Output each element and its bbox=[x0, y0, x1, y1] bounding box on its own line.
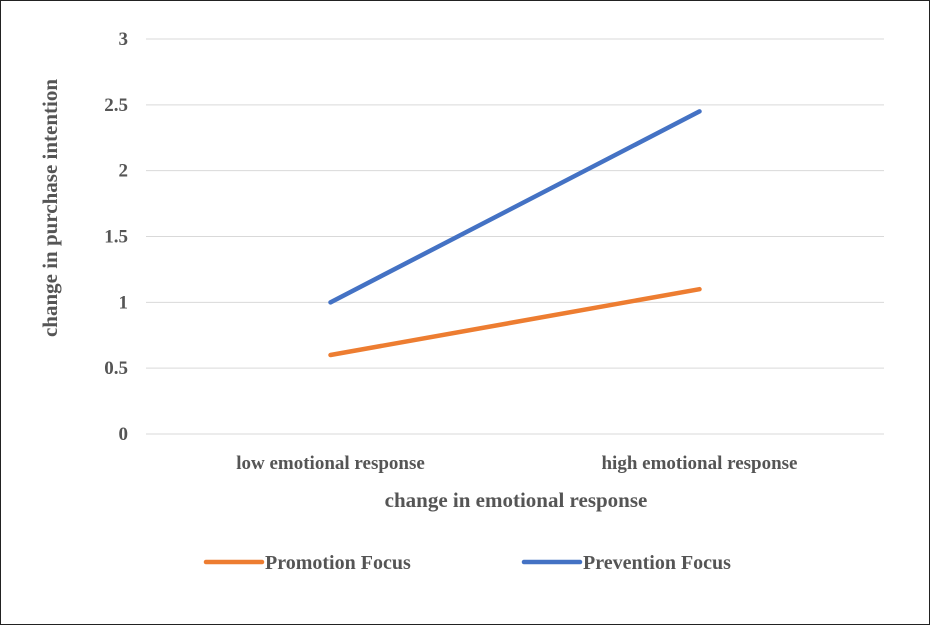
series-lines bbox=[328, 109, 702, 358]
y-tick-label: 3 bbox=[119, 29, 129, 50]
legend-label: Promotion Focus bbox=[265, 552, 411, 574]
y-tick-label: 1 bbox=[119, 292, 129, 313]
legend: Promotion Focus Prevention Focus bbox=[203, 552, 731, 574]
y-tick-label: 0 bbox=[119, 424, 129, 445]
y-axis-title: change in purchase intention bbox=[38, 79, 62, 337]
x-axis-title: change in emotional response bbox=[385, 488, 648, 512]
y-tick-labels: 0 0.5 1 1.5 2 2.5 3 bbox=[104, 29, 128, 445]
y-tick-label: 2 bbox=[119, 161, 129, 182]
y-tick-label: 1.5 bbox=[104, 227, 128, 248]
x-tick-labels: low emotional response high emotional res… bbox=[236, 453, 797, 474]
x-tick-label: low emotional response bbox=[236, 453, 425, 474]
gridlines bbox=[146, 38, 884, 435]
x-tick-label: high emotional response bbox=[601, 453, 797, 474]
series-line-0 bbox=[328, 286, 702, 358]
legend-label: Prevention Focus bbox=[583, 552, 731, 574]
y-tick-label: 2.5 bbox=[104, 95, 128, 116]
y-tick-label: 0.5 bbox=[104, 358, 128, 379]
series-line-1 bbox=[328, 109, 702, 305]
